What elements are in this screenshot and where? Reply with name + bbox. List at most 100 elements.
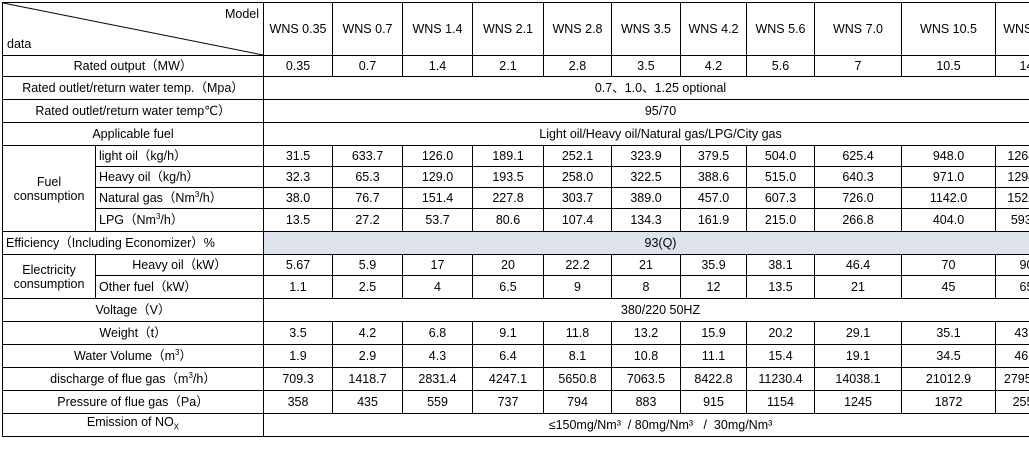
cell-value: 435	[333, 391, 403, 414]
voltage-row: Voltage（V） 380/220 50HZ	[3, 299, 1029, 322]
merged-value: 93(Q)	[264, 232, 1029, 255]
sub-row-label: LPG（Nm3/h）	[96, 209, 264, 232]
cell-value: 948.0	[902, 146, 996, 167]
cell-value: 22.2	[544, 255, 612, 276]
applicable-fuel-row: Applicable fuel Light oil/Heavy oil/Natu…	[3, 123, 1029, 146]
cell-value: 4	[403, 276, 473, 299]
cell-value: 6.5	[473, 276, 544, 299]
cell-value: 2.8	[544, 56, 612, 77]
cell-value: 1.1	[264, 276, 333, 299]
cell-value: 17	[403, 255, 473, 276]
cell-value: 5.6	[747, 56, 815, 77]
cell-value: 151.4	[403, 188, 473, 209]
electricity-group-label: Electricity consumption	[3, 255, 96, 299]
cell-value: 31.5	[264, 146, 333, 167]
lpg-row: LPG（Nm3/h） 13.5 27.2 53.7 80.6 107.4 134…	[3, 209, 1029, 232]
row-label: Emission of NOX	[3, 414, 264, 437]
model-name: WNS 5.6	[747, 3, 815, 56]
cell-value: 90	[996, 255, 1029, 276]
cell-value: 34.5	[902, 345, 996, 368]
merged-value: 380/220 50HZ	[264, 299, 1029, 322]
cell-value: 504.0	[747, 146, 815, 167]
cell-value: 161.9	[681, 209, 747, 232]
cell-value: 4.2	[681, 56, 747, 77]
cell-value: 15.4	[747, 345, 815, 368]
row-label: Rated output（MW）	[3, 56, 264, 77]
boiler-spec-table: Model data WNS 0.35 WNS 0.7 WNS 1.4 WNS …	[2, 2, 1029, 437]
cell-value: 134.3	[612, 209, 681, 232]
cell-value: 2.5	[333, 276, 403, 299]
water-volume-row: Water Volume（m3） 1.9 2.9 4.3 6.4 8.1 10.…	[3, 345, 1029, 368]
sub-row-label: light oil（kg/h）	[96, 146, 264, 167]
cell-value: 709.3	[264, 368, 333, 391]
cell-value: 1872	[902, 391, 996, 414]
cell-value: 14038.1	[815, 368, 902, 391]
cell-value: 21	[815, 276, 902, 299]
model-name: WNS 2.8	[544, 3, 612, 56]
cell-value: 12	[681, 276, 747, 299]
cell-value: 266.8	[815, 209, 902, 232]
fuel-consumption-group-label: Fuel consumption	[3, 146, 96, 232]
cell-value: 45	[902, 276, 996, 299]
cell-value: 1.4	[403, 56, 473, 77]
outlet-pressure-row: Rated outlet/return water temp.（Mpa） 0.7…	[3, 77, 1029, 100]
cell-value: 1294.0	[996, 167, 1029, 188]
cell-value: 3.5	[612, 56, 681, 77]
cell-value: 252.1	[544, 146, 612, 167]
cell-value: 9	[544, 276, 612, 299]
cell-value: 32.3	[264, 167, 333, 188]
cell-value: 559	[403, 391, 473, 414]
cell-value: 10.8	[612, 345, 681, 368]
cell-value: 8422.8	[681, 368, 747, 391]
cell-value: 625.4	[815, 146, 902, 167]
light-oil-row: Fuel consumption light oil（kg/h） 31.5 63…	[3, 146, 1029, 167]
cell-value: 915	[681, 391, 747, 414]
model-name: WNS 1.4	[403, 3, 473, 56]
sub-row-label: Other fuel（kW）	[96, 276, 264, 299]
cell-value: 1245	[815, 391, 902, 414]
cell-value: 13.5	[264, 209, 333, 232]
flue-pressure-row: Pressure of flue gas（Pa） 358 435 559 737…	[3, 391, 1029, 414]
cell-value: 1264.0	[996, 146, 1029, 167]
cell-value: 21	[612, 255, 681, 276]
model-name: WNS 7.0	[815, 3, 902, 56]
cell-value: 8.1	[544, 345, 612, 368]
cell-value: 46.4	[815, 255, 902, 276]
cell-value: 794	[544, 391, 612, 414]
sub-row-label: Natural gas（Nm3/h）	[96, 188, 264, 209]
cell-value: 6.8	[403, 322, 473, 345]
cell-value: 9.1	[473, 322, 544, 345]
row-label: discharge of flue gas（m3/h）	[3, 368, 264, 391]
efficiency-row: Efficiency（Including Economizer）% 93(Q)	[3, 232, 1029, 255]
cell-value: 2550	[996, 391, 1029, 414]
cell-value: 20.2	[747, 322, 815, 345]
cell-value: 737	[473, 391, 544, 414]
cell-value: 189.1	[473, 146, 544, 167]
cell-value: 726.0	[815, 188, 902, 209]
cell-value: 358	[264, 391, 333, 414]
cell-value: 1142.0	[902, 188, 996, 209]
sub-row-label: Heavy oil（kW）	[96, 255, 264, 276]
cell-value: 5.67	[264, 255, 333, 276]
cell-value: 607.3	[747, 188, 815, 209]
outlet-temp-row: Rated outlet/return water temp℃） 95/70	[3, 100, 1029, 123]
cell-value: 76.7	[333, 188, 403, 209]
natural-gas-row: Natural gas（Nm3/h） 38.0 76.7 151.4 227.8…	[3, 188, 1029, 209]
model-name: WNS 2.1	[473, 3, 544, 56]
cell-value: 7063.5	[612, 368, 681, 391]
cell-value: 322.5	[612, 167, 681, 188]
group-label-line: consumption	[14, 189, 85, 203]
cell-value: 15.9	[681, 322, 747, 345]
row-label: Water Volume（m3）	[3, 345, 264, 368]
cell-value: 8	[612, 276, 681, 299]
cell-value: 14	[996, 56, 1029, 77]
row-label: Rated outlet/return water temp.（Mpa）	[3, 77, 264, 100]
cell-value: 404.0	[902, 209, 996, 232]
flue-gas-row: discharge of flue gas（m3/h） 709.3 1418.7…	[3, 368, 1029, 391]
row-label: Rated outlet/return water temp℃）	[3, 100, 264, 123]
merged-value: 0.7、1.0、1.25 optional	[264, 77, 1029, 100]
row-label: Weight（t）	[3, 322, 264, 345]
cell-value: 11230.4	[747, 368, 815, 391]
cell-value: 303.7	[544, 188, 612, 209]
cell-value: 389.0	[612, 188, 681, 209]
